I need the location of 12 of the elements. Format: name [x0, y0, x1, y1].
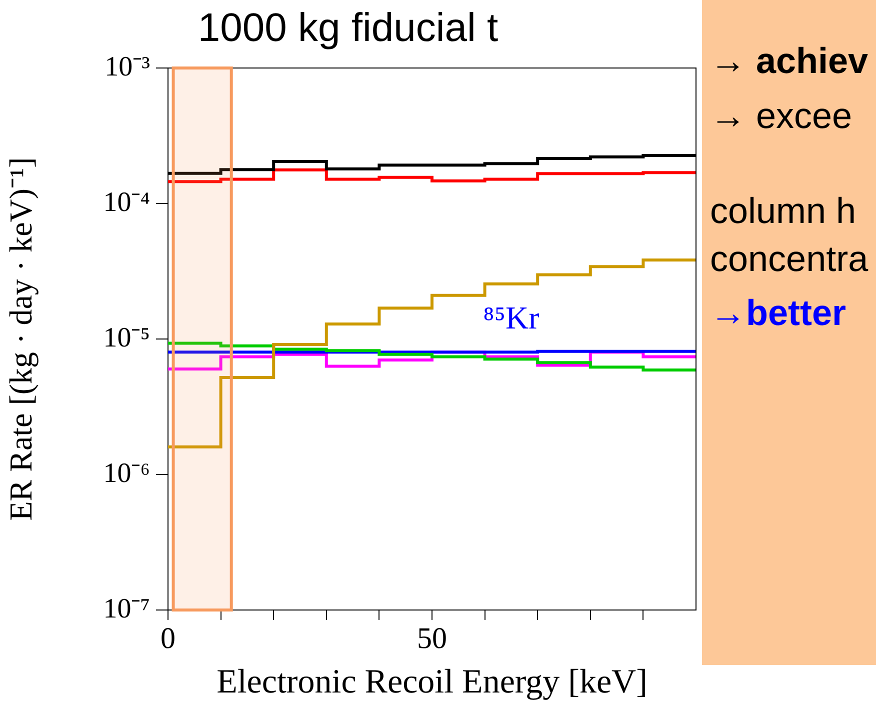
- x-tick-label: 50: [417, 622, 447, 655]
- y-tick-label: 10⁻⁵: [103, 322, 150, 354]
- y-tick-label: 10⁻³: [104, 51, 150, 82]
- x-axis-title: Electronic Recoil Energy [keV]: [216, 664, 648, 701]
- y-axis-title: ER Rate [(kg · day · keV)⁻¹]: [2, 157, 39, 521]
- y-tick-label: 10⁻⁷: [103, 593, 150, 624]
- chart-title: 1000 kg fiducial t: [198, 6, 498, 50]
- y-tick-label: 10⁻⁶: [103, 458, 150, 489]
- y-tick-label: 10⁻⁴: [103, 186, 150, 218]
- x-tick-label: 0: [160, 622, 176, 655]
- series-label: ⁸⁵Kr: [483, 300, 540, 336]
- text-panel: → achiev → excee column h concentra →better: [702, 0, 876, 665]
